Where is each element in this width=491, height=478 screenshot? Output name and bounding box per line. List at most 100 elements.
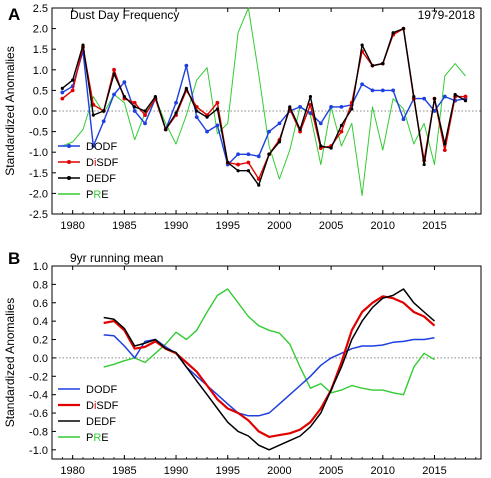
point-DEDF <box>329 146 333 150</box>
point-DODF <box>256 154 261 159</box>
point-DEDF <box>81 43 85 47</box>
point-DODF <box>194 115 199 120</box>
y-tick-label: 0.0 <box>33 353 48 365</box>
point-DEDF <box>60 86 64 90</box>
legend-label-PRE: PRE <box>86 189 109 201</box>
point-DEDF <box>257 183 261 187</box>
point-DEDF <box>319 144 323 148</box>
point-DEDF <box>91 113 95 117</box>
point-DEDF <box>422 162 426 167</box>
point-DiSDF <box>60 96 65 101</box>
x-tick-label: 2015 <box>422 220 446 232</box>
x-tick-label: 1980 <box>60 220 84 232</box>
point-DEDF <box>443 142 447 146</box>
point-DEDF <box>112 72 116 76</box>
point-DEDF <box>184 86 188 90</box>
point-DEDF <box>370 64 375 68</box>
point-DODF <box>132 109 137 113</box>
legend-label-part: SDF <box>96 400 118 412</box>
y-tick-label: -2.0 <box>29 188 48 200</box>
y-tick-label: -1.0 <box>29 147 48 159</box>
x-tick-label: 1985 <box>112 220 136 232</box>
point-DEDF <box>215 107 219 111</box>
point-DEDF <box>174 111 178 115</box>
legend-label-DiSDF: DiSDF <box>86 157 119 169</box>
point-DiSDF <box>442 148 447 153</box>
point-DEDF <box>267 152 271 156</box>
y-tick-label: -2.5 <box>29 209 48 221</box>
legend-marker-DiSDF <box>67 160 71 164</box>
point-DEDF <box>277 140 282 144</box>
series-line-DiSDF <box>61 27 466 180</box>
series-line-PRE <box>103 288 435 396</box>
legend-label-part: R <box>93 432 101 444</box>
point-DODF <box>205 129 209 134</box>
y-tick-label: 2.5 <box>33 3 48 15</box>
point-DEDF <box>143 109 147 113</box>
point-DiSDF <box>143 113 147 118</box>
legend-label-part: R <box>93 189 101 201</box>
point-DEDF <box>288 105 292 109</box>
panel-letter: B <box>8 249 20 268</box>
point-DEDF <box>71 78 75 82</box>
point-DEDF <box>401 27 406 31</box>
point-DiSDF <box>112 67 116 72</box>
point-DODF <box>174 100 178 105</box>
point-DEDF <box>412 94 416 99</box>
y-tick-label: 0.5 <box>33 85 48 97</box>
point-DODF <box>318 121 323 126</box>
y-tick-label: -1.5 <box>29 168 48 180</box>
point-DiSDF <box>256 177 261 181</box>
legend-label-DEDF: DEDF <box>86 173 116 185</box>
y-tick-label: -0.8 <box>29 426 48 438</box>
legend-label-part: i <box>94 157 96 169</box>
point-DiSDF <box>339 129 344 134</box>
point-DiSDF <box>132 100 137 105</box>
point-DEDF <box>360 43 364 47</box>
panel-title: 9yr running mean <box>70 251 163 265</box>
point-DODF <box>122 80 127 85</box>
point-DEDF <box>153 94 157 99</box>
series-line-DEDF <box>61 27 466 186</box>
point-DEDF <box>308 94 313 99</box>
series-line-DODF <box>61 50 466 166</box>
x-tick-label: 2005 <box>319 465 343 477</box>
point-DODF <box>308 111 313 115</box>
point-DODF <box>391 88 396 93</box>
point-DEDF <box>226 160 230 165</box>
point-DODF <box>339 104 344 109</box>
point-DODF <box>298 104 302 109</box>
legend-label-part: P <box>86 432 93 444</box>
legend-label-DODF: DODF <box>86 141 117 153</box>
x-tick-label: 2000 <box>267 465 291 477</box>
point-DEDF <box>195 109 199 113</box>
point-DEDF <box>205 115 209 119</box>
y-tick-label: 0.0 <box>33 106 48 118</box>
legend-label-part: E <box>101 432 108 444</box>
x-tick-label: 1995 <box>215 465 239 477</box>
point-DODF <box>91 144 96 148</box>
y-tick-label: 1.5 <box>33 44 48 56</box>
point-DEDF <box>298 127 302 132</box>
x-tick-label: 1985 <box>112 465 136 477</box>
legend-label-DODF: DODF <box>86 384 117 396</box>
point-DEDF <box>339 123 344 128</box>
y-tick-label: 0.6 <box>33 298 48 310</box>
point-DEDF <box>246 169 251 173</box>
point-DODF <box>360 82 365 87</box>
point-DEDF <box>122 94 126 99</box>
y-tick-label: 0.8 <box>33 279 48 291</box>
x-tick-label: 1990 <box>164 220 188 232</box>
point-DEDF <box>391 31 395 35</box>
point-DODF <box>112 92 116 97</box>
point-DODF <box>267 129 271 134</box>
legend-label-part: i <box>94 400 96 412</box>
point-DiSDF <box>246 160 251 165</box>
point-DODF <box>370 88 375 93</box>
y-tick-label: -0.4 <box>29 390 48 402</box>
point-DEDF <box>236 169 240 173</box>
point-DEDF <box>453 92 457 97</box>
legend-label-DEDF: DEDF <box>86 416 116 428</box>
point-DEDF <box>133 105 137 109</box>
